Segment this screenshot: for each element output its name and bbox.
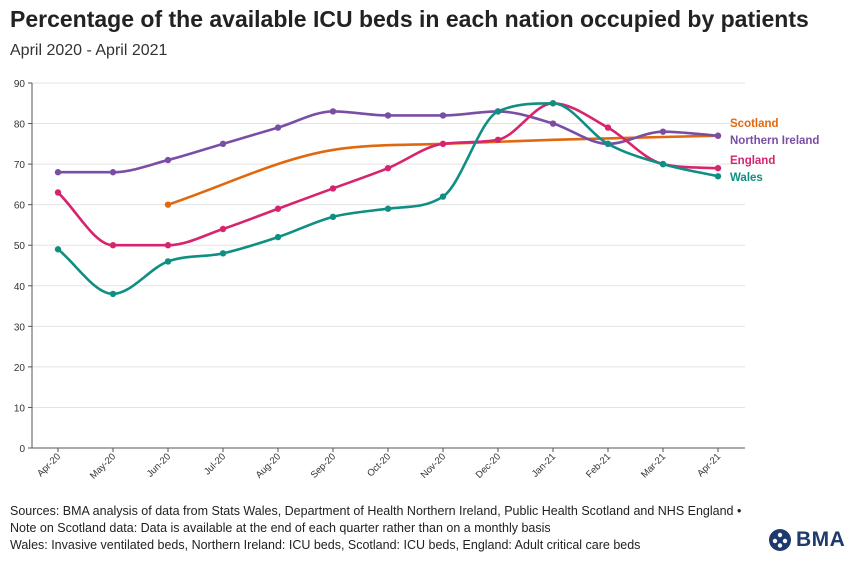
data-point xyxy=(109,242,117,249)
series-layer xyxy=(54,100,722,298)
series-label: England xyxy=(730,155,775,167)
data-point xyxy=(219,140,227,148)
data-point xyxy=(164,258,172,265)
series-label: Wales xyxy=(730,172,763,184)
data-point xyxy=(549,120,557,127)
data-point xyxy=(384,205,392,212)
chart-title: Percentage of the available ICU beds in … xyxy=(10,6,809,32)
data-point xyxy=(714,164,722,172)
y-tick-label: 70 xyxy=(14,160,26,171)
x-tick-label: Feb-21 xyxy=(584,451,613,480)
bma-logo: BMA xyxy=(768,527,845,553)
x-tick-label: Apr-20 xyxy=(35,451,63,479)
data-point xyxy=(494,108,502,115)
series-line xyxy=(56,101,720,247)
data-point xyxy=(439,140,447,148)
data-point xyxy=(164,201,172,208)
chart-subtitle: April 2020 - April 2021 xyxy=(10,42,168,59)
data-point xyxy=(439,112,447,119)
data-point xyxy=(164,242,172,249)
series-line xyxy=(56,101,720,296)
data-point xyxy=(109,169,117,176)
footer-note: Note on Scotland data: Data is available… xyxy=(10,521,551,535)
x-tick-label: Nov-20 xyxy=(419,451,448,480)
x-tick-label: Apr-21 xyxy=(695,451,723,479)
bma-logo-text: BMA xyxy=(796,528,846,551)
series-label: Northern Ireland xyxy=(730,135,819,147)
x-tick-label: Jun-20 xyxy=(145,451,173,479)
data-point xyxy=(274,205,282,212)
data-point xyxy=(384,112,392,119)
data-point xyxy=(384,164,392,172)
series-line xyxy=(56,110,720,174)
footer-definitions: Wales: Invasive ventilated beds, Norther… xyxy=(10,538,641,552)
data-point xyxy=(604,124,612,131)
data-point xyxy=(329,108,337,115)
data-point xyxy=(219,250,227,257)
bma-logo-icon xyxy=(769,529,791,551)
grid xyxy=(32,82,745,408)
data-point xyxy=(604,140,612,148)
data-point xyxy=(439,193,447,200)
footer-sources: Sources: BMA analysis of data from Stats… xyxy=(10,504,742,518)
series-wales xyxy=(54,100,722,298)
data-point xyxy=(164,156,172,164)
data-point xyxy=(329,213,337,221)
y-tick-label: 30 xyxy=(14,322,26,333)
data-point xyxy=(219,225,227,233)
line-chart: 0 10 20 30 40 50 60 70 80 90 Apr-20 May-20 Jun-20 Jul… xyxy=(14,79,820,482)
y-tick-label: 90 xyxy=(14,79,26,90)
data-point xyxy=(274,124,282,131)
x-tick-label: Aug-20 xyxy=(254,451,283,480)
x-tick-label: Jul-20 xyxy=(202,451,228,477)
x-tick-label: May-20 xyxy=(88,451,118,481)
legend-labels: Scotland Northern Ireland England Wales xyxy=(730,118,819,184)
x-tick-label: Oct-20 xyxy=(365,451,393,479)
data-point xyxy=(659,128,667,135)
x-tick-label: Dec-20 xyxy=(474,451,503,480)
y-tick-label: 80 xyxy=(14,120,26,131)
series-label: Scotland xyxy=(730,118,779,130)
data-point xyxy=(329,185,337,192)
y-tick-label: 0 xyxy=(19,444,25,455)
data-point xyxy=(109,290,117,298)
y-tick-label: 10 xyxy=(14,403,26,414)
data-point xyxy=(549,100,557,107)
axes: 0 10 20 30 40 50 60 70 80 90 Apr-20 May-20 Jun-20 Jul… xyxy=(14,79,745,482)
data-point xyxy=(54,169,62,176)
data-point xyxy=(659,160,667,168)
y-tick-label: 60 xyxy=(14,201,26,212)
data-point xyxy=(714,173,722,180)
data-point xyxy=(54,246,62,253)
series-england xyxy=(54,100,722,249)
y-tick-label: 50 xyxy=(14,241,26,252)
data-point xyxy=(494,136,502,143)
data-point xyxy=(54,189,62,196)
y-tick-label: 40 xyxy=(14,282,26,293)
data-point xyxy=(714,132,722,139)
x-tick-label: Jan-21 xyxy=(530,451,558,479)
y-tick-label: 20 xyxy=(14,363,26,374)
x-tick-label: Mar-21 xyxy=(639,451,668,480)
data-point xyxy=(274,233,282,241)
x-tick-label: Sep-20 xyxy=(309,451,338,480)
